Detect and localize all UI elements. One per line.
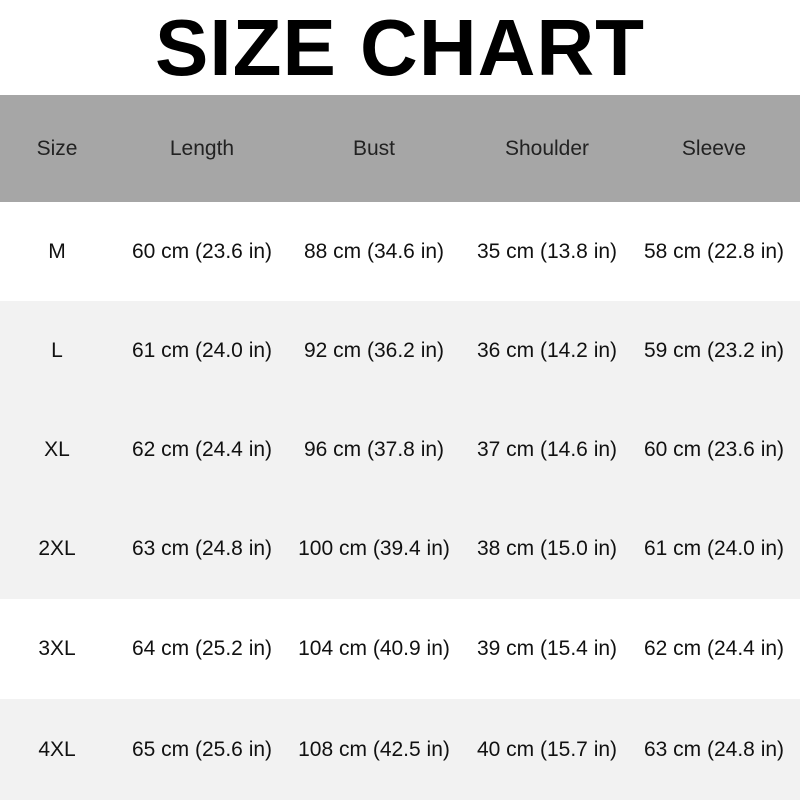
cell-shoulder: 37 cm (14.6 in) (476, 437, 618, 461)
cell-size: 2XL (38, 537, 76, 560)
cell-shoulder: 39 cm (15.4 in) (476, 637, 618, 660)
cell-length: 64 cm (25.2 in) (131, 637, 273, 660)
cell-sleeve: 62 cm (24.4 in) (643, 637, 785, 660)
cell-sleeve: 59 cm (23.2 in) (643, 338, 785, 362)
cell-bust: 108 cm (42.5 in) (298, 737, 450, 761)
cell-length: 60 cm (23.6 in) (131, 239, 273, 263)
header-shoulder: Shoulder (504, 136, 590, 160)
cell-bust: 92 cm (36.2 in) (303, 338, 445, 362)
cell-length: 62 cm (24.4 in) (131, 437, 273, 461)
table-row: M 60 cm (23.6 in) 88 cm (34.6 in) 35 cm (13… (0, 202, 800, 301)
header-sleeve: Sleeve (681, 136, 747, 160)
cell-shoulder: 40 cm (15.7 in) (476, 737, 618, 761)
cell-bust: 88 cm (34.6 in) (303, 239, 445, 263)
table-row: L 61 cm (24.0 in) 92 cm (36.2 in) 36 cm (14… (0, 301, 800, 400)
cell-bust: 100 cm (39.4 in) (298, 537, 450, 560)
cell-size: 4XL (38, 737, 76, 761)
header-size: Size (36, 136, 78, 160)
cell-length: 65 cm (25.6 in) (131, 737, 273, 761)
cell-size: M (48, 239, 66, 263)
table-row: 2XL 63 cm (24.8 in) 100 cm (39.4 in) 38 cm … (0, 499, 800, 599)
cell-sleeve: 60 cm (23.6 in) (643, 437, 785, 461)
page-title: SIZE CHART (155, 2, 645, 92)
table-row: 4XL 65 cm (25.6 in) 108 cm (42.5 in) 40 cm … (0, 699, 800, 800)
cell-length: 63 cm (24.8 in) (131, 537, 273, 560)
cell-size: 3XL (38, 637, 76, 660)
cell-shoulder: 36 cm (14.2 in) (476, 338, 618, 362)
cell-size: L (51, 338, 63, 362)
header-bust: Bust (352, 136, 396, 160)
cell-size: XL (44, 437, 70, 461)
cell-sleeve: 63 cm (24.8 in) (643, 737, 785, 761)
table-row: 3XL 64 cm (25.2 in) 104 cm (40.9 in) 39 cm … (0, 599, 800, 699)
header-length: Length (169, 136, 235, 160)
table-header: Size Length Bust Shoulder Sleeve (0, 95, 800, 202)
cell-sleeve: 61 cm (24.0 in) (643, 537, 785, 560)
cell-shoulder: 38 cm (15.0 in) (476, 537, 618, 560)
cell-shoulder: 35 cm (13.8 in) (476, 239, 618, 263)
cell-sleeve: 58 cm (22.8 in) (643, 239, 785, 263)
cell-bust: 96 cm (37.8 in) (303, 437, 445, 461)
cell-length: 61 cm (24.0 in) (131, 338, 273, 362)
table-row: XL 62 cm (24.4 in) 96 cm (37.8 in) 37 cm (1… (0, 400, 800, 499)
cell-bust: 104 cm (40.9 in) (298, 637, 450, 660)
